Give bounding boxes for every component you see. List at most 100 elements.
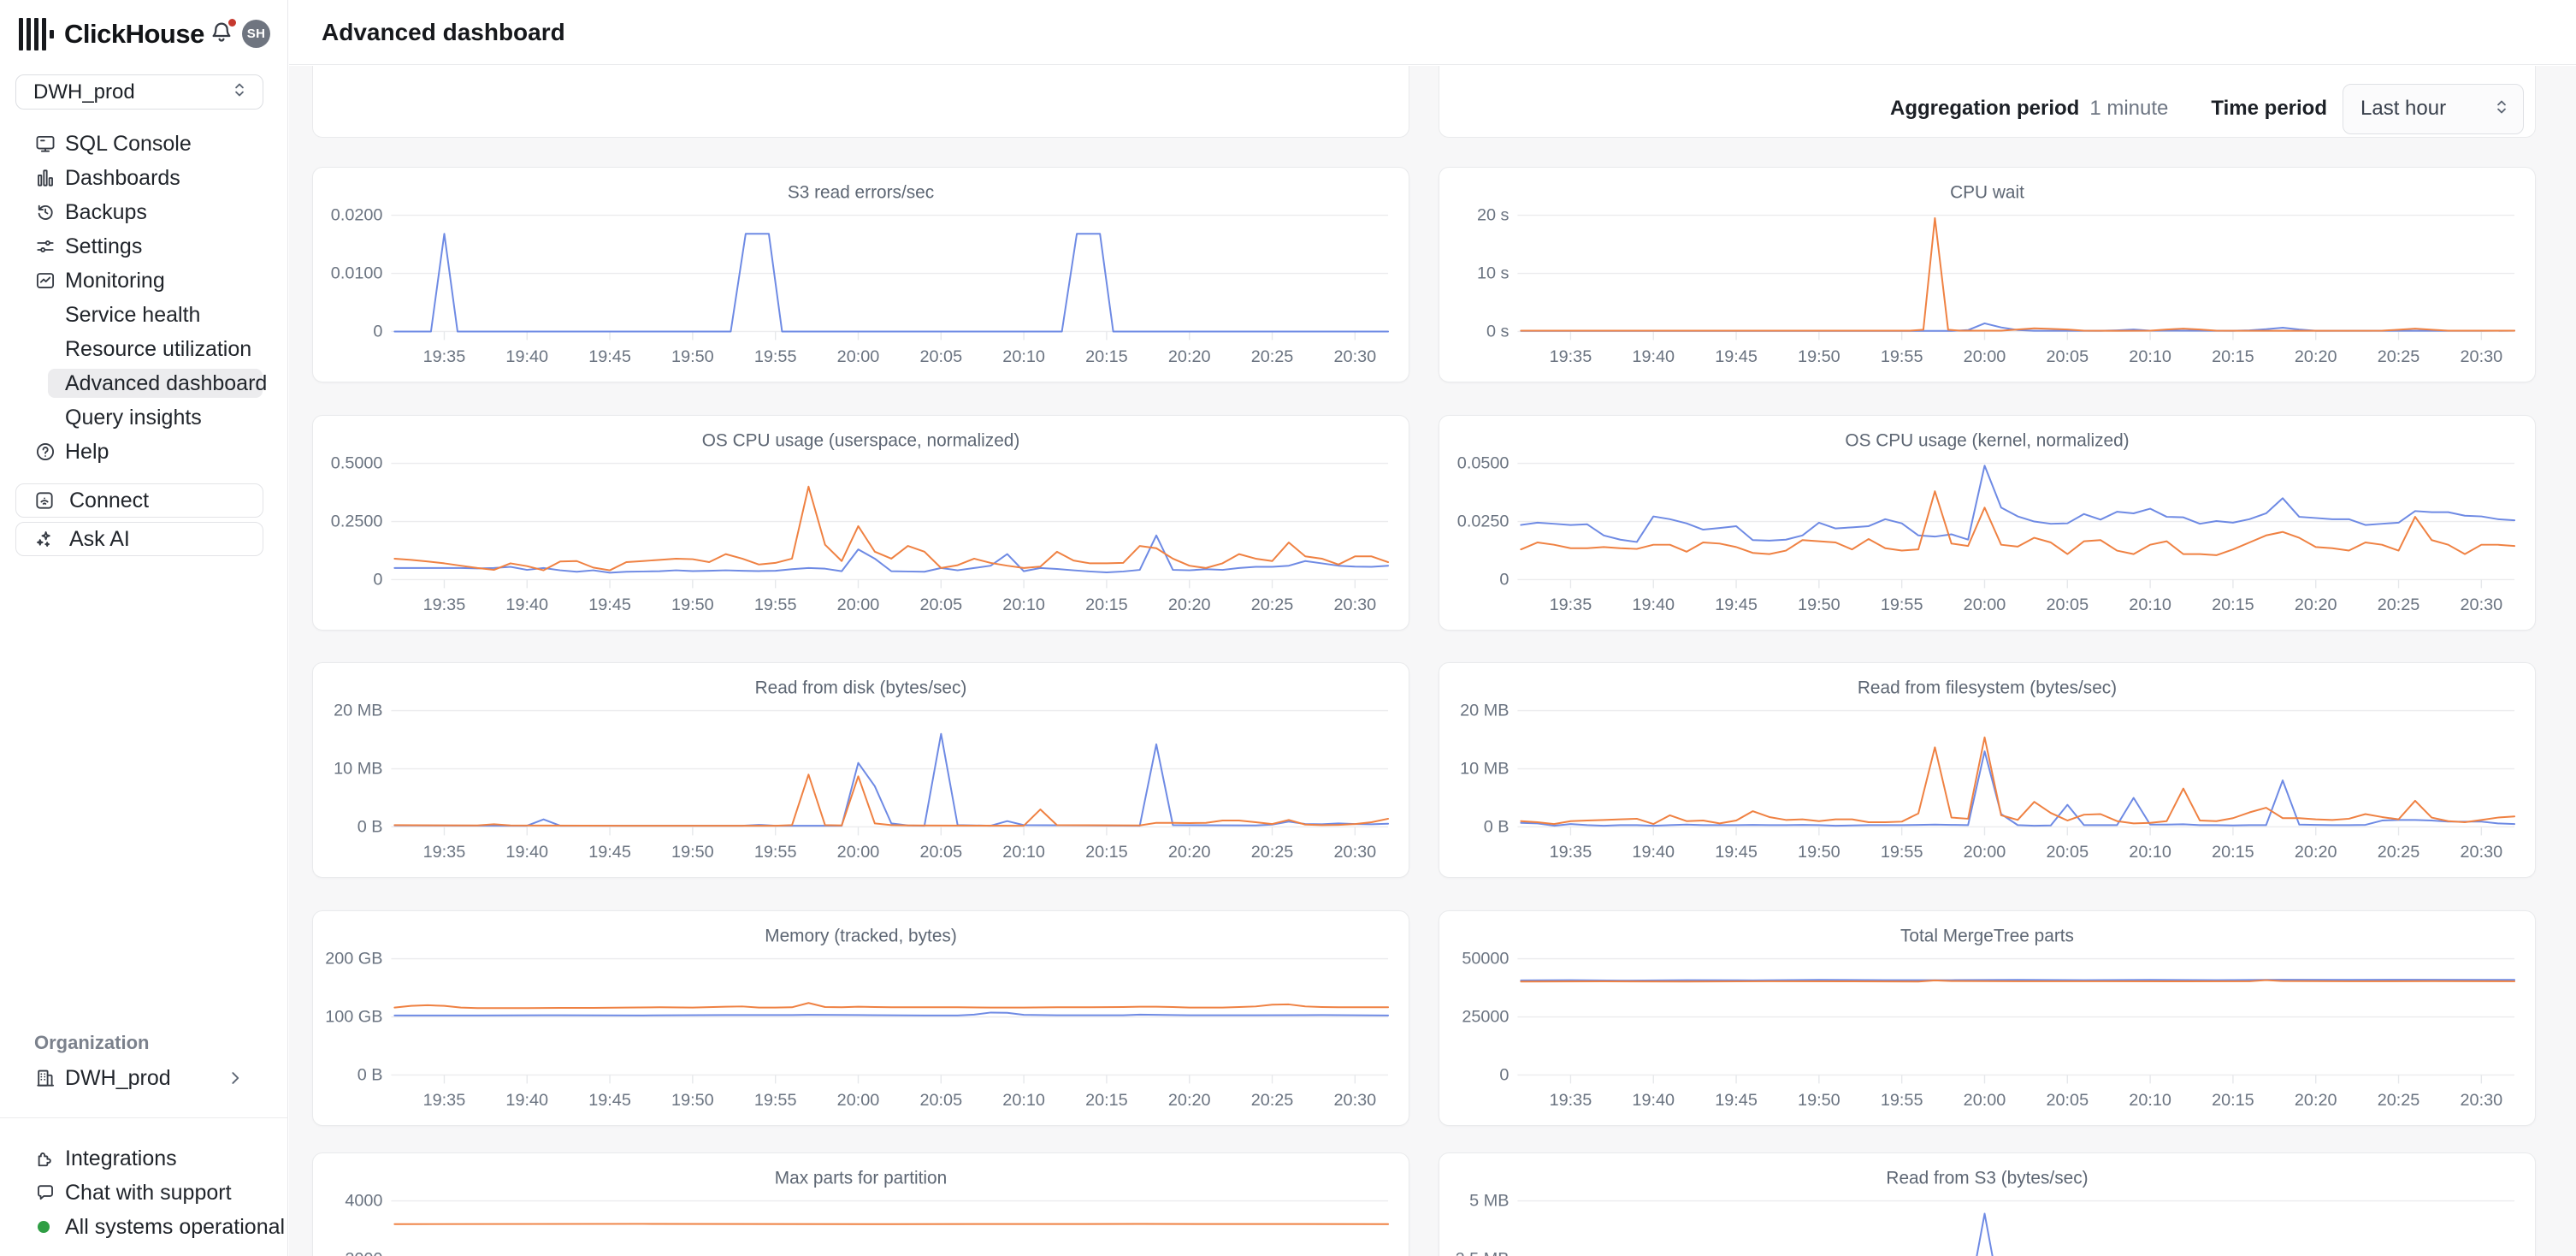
x-axis-tick: 19:45 [588, 843, 631, 862]
chart-read-from-s3[interactable]: Read from S3 (bytes/sec)5 MB2.5 MB0 B19:… [1439, 1153, 2535, 1256]
series-replica-orange [1520, 216, 2516, 332]
series-replica-orange [1520, 490, 2516, 556]
x-axis-tick: 20:10 [2129, 1091, 2171, 1110]
series-replica-blue [393, 233, 1390, 333]
y-axis-tick: 200 GB [325, 950, 382, 969]
series-replica-orange [1520, 979, 2516, 983]
x-axis-tick: 20:05 [919, 595, 962, 614]
x-axis-tick: 20:05 [919, 347, 962, 366]
chart-title: Memory (tracked, bytes) [765, 927, 957, 946]
integrations-label: Integrations [65, 1146, 177, 1170]
chart-title: S3 read errors/sec [788, 183, 934, 203]
x-axis-tick: 20:20 [2295, 843, 2337, 862]
x-axis-tick: 20:15 [1085, 595, 1128, 614]
y-axis-tick: 25000 [1462, 1008, 1509, 1027]
ask-ai-button[interactable]: Ask AI [15, 522, 263, 556]
time-period-value: Last hour [2360, 97, 2447, 120]
x-axis-tick: 19:35 [1550, 1091, 1592, 1110]
x-axis-tick: 19:35 [1550, 595, 1592, 614]
x-axis-tick: 19:55 [1881, 843, 1923, 862]
x-axis-tick: 20:10 [1002, 595, 1045, 614]
organization-section-label: Organization [34, 1032, 150, 1053]
x-axis-tick: 20:20 [1168, 1091, 1211, 1110]
sidebar-item-dashboards[interactable]: Dashboards [0, 161, 288, 195]
y-axis-tick: 0.2500 [331, 512, 383, 531]
x-axis-tick: 19:40 [1632, 843, 1675, 862]
sparkles-icon [33, 528, 56, 550]
x-axis-tick: 20:15 [2212, 595, 2254, 614]
avatar[interactable]: SH [242, 20, 270, 48]
x-axis-tick: 19:50 [671, 1091, 714, 1110]
notifications-button[interactable] [208, 17, 239, 50]
sidebar-item-backups[interactable]: Backups [0, 195, 288, 229]
page-title: Advanced dashboard [322, 19, 565, 45]
sidebar-item-help[interactable]: Help [0, 435, 288, 469]
sidebar-item-system-status[interactable]: All systems operational [0, 1210, 288, 1244]
clickhouse-logo[interactable]: ClickHouse [19, 15, 204, 53]
x-axis-tick: 19:40 [1632, 595, 1675, 614]
x-axis-tick: 20:10 [1002, 1091, 1045, 1110]
x-axis-tick: 20:30 [2461, 347, 2503, 366]
x-axis-tick: 20:15 [1085, 347, 1128, 366]
sidebar-item-query-insights[interactable]: Query insights [0, 400, 288, 435]
x-axis-tick: 20:20 [1168, 347, 1211, 366]
chart-max-parts-for-partition[interactable]: Max parts for partition40002000019:3519:… [313, 1153, 1409, 1256]
service-selector[interactable]: DWH_prod [15, 74, 263, 110]
series-replica-blue [393, 1011, 1390, 1016]
sidebar-item-service-health[interactable]: Service health [0, 298, 288, 332]
chart-title: Read from S3 (bytes/sec) [1886, 1169, 2088, 1188]
chart-cpu-wait[interactable]: CPU wait 20 s 10 s 0 s 19:35 19:40 19:45 19:50 1… [1439, 168, 2535, 382]
chart-os-cpu-kernel[interactable]: OS CPU usage (kernel, normalized) 0.0500 0… [1439, 416, 2535, 630]
series-replica-blue [1520, 322, 2516, 332]
x-axis-tick: 20:25 [1251, 347, 1294, 366]
y-axis-tick: 20 MB [334, 702, 382, 720]
building-icon [34, 1067, 56, 1089]
chart-card-read-from-filesystem: Read from filesystem (bytes/sec) 20 MB 10 … [1439, 662, 2536, 878]
chat-with-support-label: Chat with support [65, 1180, 232, 1205]
x-axis-tick: 20:25 [1251, 595, 1294, 614]
x-axis-tick: 20:00 [1964, 1091, 2006, 1110]
series-replica-orange [393, 773, 1390, 827]
chart-read-from-filesystem[interactable]: Read from filesystem (bytes/sec) 20 MB 10 … [1439, 663, 2535, 877]
sliders-icon [34, 235, 56, 258]
chart-total-mergetree-parts[interactable]: Total MergeTree parts 50000 25000 0 19:35 19:… [1439, 911, 2535, 1125]
x-axis-tick: 20:00 [1964, 347, 2006, 366]
chart-card-total-mergetree-parts: Total MergeTree parts 50000 25000 0 19:35 19:… [1439, 910, 2536, 1126]
sidebar-item-label: Backups [65, 199, 147, 224]
x-axis-tick: 20:10 [2129, 347, 2171, 366]
sidebar-item-monitoring[interactable]: Monitoring [0, 264, 288, 298]
y-axis-tick: 0.5000 [331, 454, 383, 473]
x-axis-tick: 20:05 [919, 843, 962, 862]
x-axis-tick: 20:30 [2461, 1091, 2503, 1110]
sidebar-item-settings[interactable]: Settings [0, 229, 288, 264]
x-axis-tick: 19:45 [588, 347, 631, 366]
sidebar-item-resource-utilization[interactable]: Resource utilization [0, 332, 288, 366]
clickhouse-logo-icon [19, 18, 54, 50]
time-period-select[interactable]: Last hour [2343, 83, 2524, 134]
chart-read-from-disk[interactable]: Read from disk (bytes/sec) 20 MB 10 MB 0 B 1… [313, 663, 1409, 877]
chart-title: Total MergeTree parts [1900, 927, 2074, 946]
x-axis-tick: 20:25 [2378, 347, 2420, 366]
sidebar-item-label: Dashboards [65, 165, 180, 190]
sidebar-item-chat-with-support[interactable]: Chat with support [0, 1176, 288, 1210]
sidebar-item-integrations[interactable]: Integrations [0, 1141, 288, 1176]
x-axis-tick: 20:10 [2129, 595, 2171, 614]
chart-card-max-parts-for-partition: Max parts for partition40002000019:3519:… [312, 1152, 1409, 1256]
chart-s3-read-errors[interactable]: S3 read errors/sec 0.0200 0.0100 0 19:35 19:4… [313, 168, 1409, 382]
x-axis-tick: 20:20 [2295, 595, 2337, 614]
chart-os-cpu-userspace[interactable]: OS CPU usage (userspace, normalized) 0.50… [313, 416, 1409, 630]
x-axis-tick: 19:50 [1798, 843, 1840, 862]
status-dot-icon [38, 1221, 50, 1233]
x-axis-tick: 20:00 [837, 595, 880, 614]
history-icon [34, 201, 56, 223]
notification-badge [227, 17, 238, 28]
organization-switcher[interactable]: DWH_prod [15, 1061, 272, 1095]
connect-button[interactable]: Connect [15, 483, 263, 518]
sidebar-item-sql-console[interactable]: SQL Console [0, 127, 288, 161]
sidebar-footer: Integrations Chat with support All syste… [0, 1141, 288, 1244]
sidebar-item-advanced-dashboard[interactable]: Advanced dashboard [0, 366, 288, 400]
aggregation-period-label: Aggregation period [1890, 97, 2080, 120]
top-bar: Advanced dashboard [289, 0, 2576, 65]
x-axis-tick: 20:15 [1085, 1091, 1128, 1110]
chart-memory-tracked[interactable]: Memory (tracked, bytes) 200 GB 100 GB 0 B 19… [313, 911, 1409, 1125]
